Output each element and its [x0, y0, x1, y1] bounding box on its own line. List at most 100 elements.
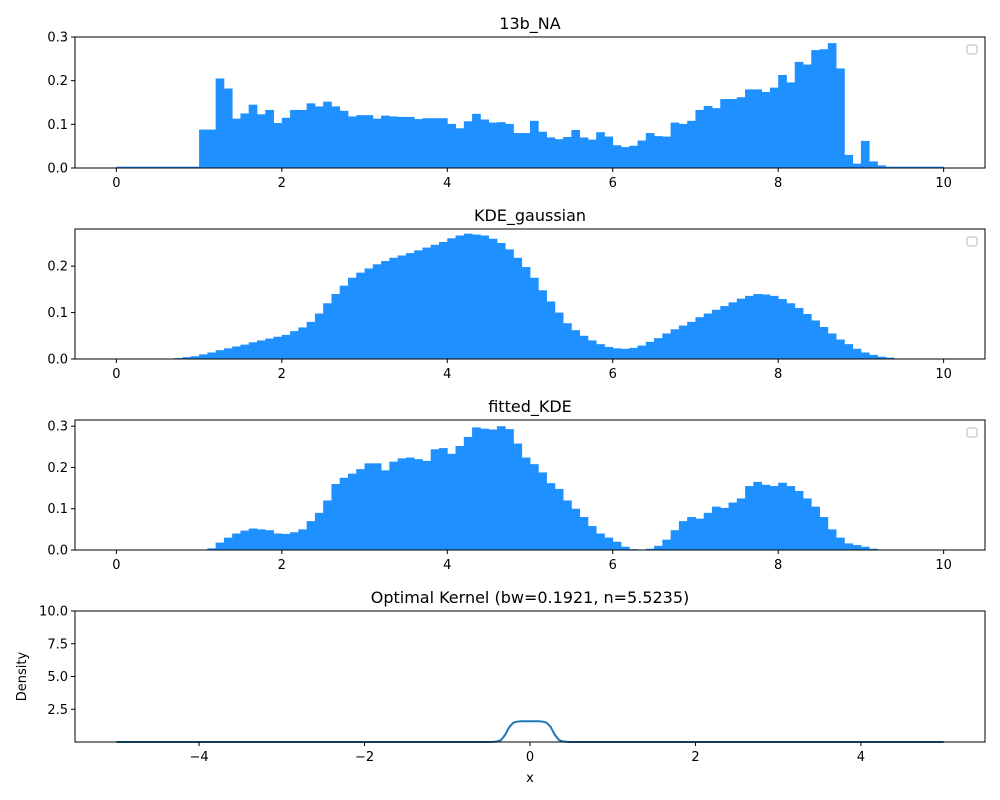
histogram-bar	[207, 548, 217, 550]
histogram-bar	[306, 521, 316, 550]
histogram-bar	[298, 109, 308, 168]
histogram-bar	[712, 309, 721, 359]
subplot-4: Optimal Kernel (bw=0.1921, n=5.5235) −4 −2…	[15, 588, 986, 786]
histogram-bar	[869, 548, 878, 550]
histogram-bar	[389, 257, 399, 359]
subplot-title: KDE_gaussian	[474, 206, 586, 226]
histogram-bar	[381, 261, 390, 359]
histogram-bars	[199, 426, 887, 550]
histogram-bar	[430, 449, 440, 550]
histogram-bar	[670, 329, 680, 359]
histogram-bar	[447, 123, 456, 168]
subplot-2: KDE_gaussian 0 2 4 6 8 10 0.0 0.1 0.2	[47, 206, 986, 382]
histogram-bar	[736, 97, 746, 168]
histogram-bar	[364, 268, 374, 359]
histogram-bar	[554, 488, 564, 550]
histogram-bar	[496, 426, 506, 550]
histogram-bar	[463, 233, 473, 359]
histogram-bar	[720, 99, 729, 168]
histogram-bar	[488, 238, 498, 359]
histogram-bar	[728, 502, 738, 550]
histogram-bar	[579, 335, 589, 359]
histogram-bar	[116, 166, 126, 168]
histogram-bar	[488, 429, 498, 550]
histogram-bar	[827, 43, 837, 168]
axes-frame	[74, 36, 986, 169]
histogram-bar	[596, 132, 605, 168]
histogram-bar	[860, 140, 870, 168]
histogram-bar	[836, 537, 845, 550]
histogram-bar	[587, 340, 597, 359]
histogram-bar	[852, 545, 862, 550]
histogram-bar	[678, 521, 688, 550]
histogram-bar	[869, 354, 878, 359]
histogram-bar	[554, 312, 564, 359]
histogram-bar	[323, 101, 332, 168]
histogram-bar	[215, 78, 225, 168]
y-tick-label: 0.3	[47, 420, 68, 435]
x-tick-label: 6	[609, 558, 617, 573]
x-tick-label: −4	[190, 750, 209, 765]
histogram-bar	[182, 166, 192, 168]
y-tick-label: 0.0	[47, 162, 68, 177]
histogram-bar	[670, 530, 680, 550]
y-tick-label: 0.0	[47, 544, 68, 559]
x-tick-label: 4	[443, 367, 451, 382]
histogram-bar	[339, 110, 349, 168]
histogram-bar	[579, 516, 589, 550]
histogram-bar	[381, 470, 390, 550]
histogram-bar	[223, 537, 233, 550]
histogram-bar	[348, 277, 357, 359]
x-tick-label: 2	[691, 750, 699, 765]
histogram-bar	[621, 147, 630, 168]
histogram-bar	[860, 352, 870, 359]
axes-frame	[74, 610, 986, 743]
histogram-bar	[348, 473, 357, 550]
histogram-bar	[405, 253, 415, 359]
histogram-bar	[827, 333, 837, 359]
histogram-bar	[745, 89, 754, 168]
histogram-bar	[645, 341, 655, 359]
histogram-bar	[257, 340, 266, 359]
histogram-bar	[356, 469, 365, 550]
y-tick-label: 0.2	[47, 260, 68, 275]
y-tick-label: 10.0	[39, 605, 68, 620]
histogram-bar	[803, 313, 812, 359]
histogram-bar	[736, 298, 746, 359]
histogram-bar	[571, 130, 581, 168]
y-tick-label: 0.3	[47, 31, 68, 46]
histogram-bar	[695, 518, 705, 550]
histogram-bar	[306, 321, 316, 359]
histogram-bar	[273, 336, 283, 359]
histogram-bar	[852, 163, 862, 168]
histogram-bar	[695, 109, 705, 168]
x-tick-label: 0	[112, 176, 120, 191]
x-tick-label: −2	[355, 750, 374, 765]
histogram-bar	[455, 235, 465, 359]
histogram-bar	[860, 546, 870, 550]
histogram-bar	[571, 508, 581, 550]
histogram-bar	[447, 453, 456, 550]
histogram-bar	[695, 317, 705, 359]
subplot-3: fitted_KDE 0 2 4 6 8 10 0.0 0.1 0.2 0.3	[47, 397, 986, 573]
histogram-bar	[811, 50, 820, 168]
y-tick-label: 7.5	[47, 637, 68, 652]
histogram-bar	[248, 528, 258, 550]
histogram-bar	[422, 460, 432, 550]
y-tick-label: 5.0	[47, 670, 68, 685]
histogram-bar	[612, 145, 622, 168]
histogram-bar	[182, 357, 192, 359]
histogram-bar	[265, 530, 274, 550]
histogram-bar	[290, 331, 299, 359]
histogram-bar	[257, 529, 266, 550]
legend-box	[966, 236, 978, 247]
histogram-bar	[662, 136, 672, 168]
histogram-bar	[505, 249, 514, 359]
histogram-bar	[712, 506, 721, 550]
histogram-bar	[513, 257, 523, 359]
histogram-bar	[819, 49, 829, 168]
histogram-bar	[339, 477, 349, 550]
histogram-bar	[645, 548, 655, 550]
histogram-bar	[753, 481, 763, 550]
